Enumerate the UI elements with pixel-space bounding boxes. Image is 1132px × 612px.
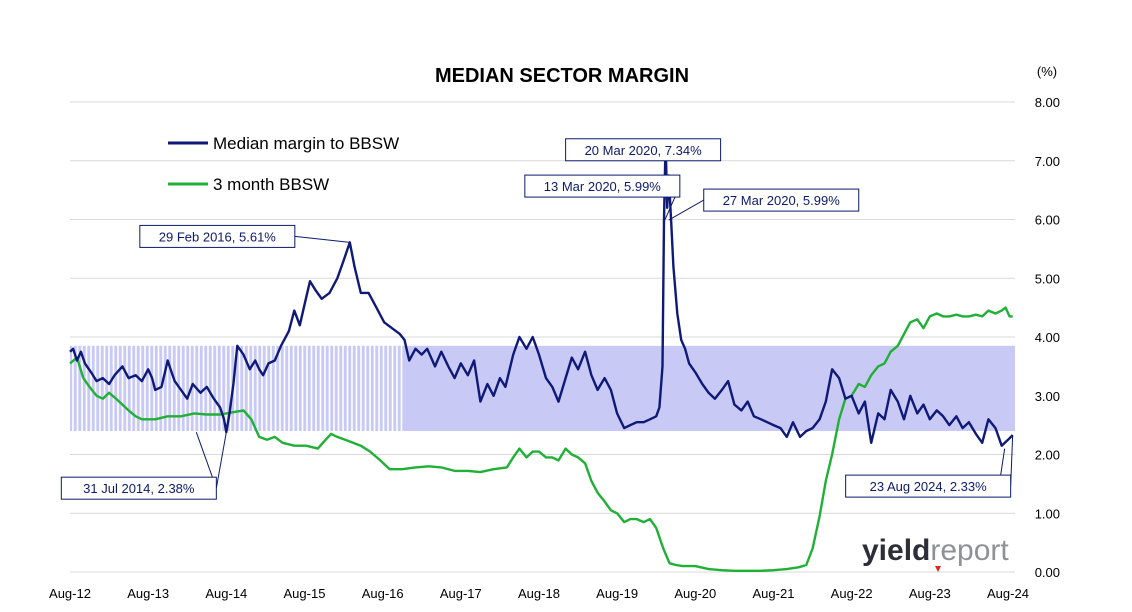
legend-label-margin: Median margin to BBSW [213,134,399,153]
x-axis-ticks: Aug-12 Aug-13 Aug-14 Aug-15 Aug-16 Aug-17 Aug-… [49,586,1029,601]
series-line [69,139,1014,447]
y-tick-label: 6.00 [1035,213,1060,228]
series-line [69,306,1013,572]
y-tick-label: 5.00 [1035,271,1060,286]
x-tick-label: Aug-21 [753,586,795,601]
x-tick-label: Aug-17 [440,586,482,601]
annotation-label: 31 Jul 2014, 2.38% [83,481,195,496]
y-axis-ticks: 0.00 1.00 2.00 3.00 4.00 5.00 6.00 7.00 8.00 [1035,95,1060,580]
range-band [70,345,1015,431]
logo-text: yieldreport [862,534,1009,567]
annotations: 20 Mar 2020, 7.34% 13 Mar 2020, 5.99% 27 M… [60,138,1014,500]
y-tick-label: 8.00 [1035,95,1060,110]
annotation-box [524,174,681,198]
annotation-label: 29 Feb 2016, 5.61% [159,229,277,244]
annotation-label: 23 Aug 2024, 2.33% [870,479,988,494]
annotation-box [139,224,296,248]
yieldreport-logo: yieldreport [862,534,1009,572]
x-tick-label: Aug-18 [518,586,560,601]
x-tick-label: Aug-14 [205,586,247,601]
x-tick-label: Aug-16 [362,586,404,601]
y-tick-label: 4.00 [1035,330,1060,345]
x-tick-label: Aug-12 [49,586,91,601]
annotation-box [565,138,722,162]
annotation-box [703,188,860,212]
y-tick-label: 1.00 [1035,506,1060,521]
annotation-box [60,476,217,500]
chart-title: MEDIAN SECTOR MARGIN [435,65,689,87]
legend: Median margin to BBSW 3 month BBSW [168,134,399,194]
legend-label-bbsw: 3 month BBSW [213,175,329,194]
x-tick-label: Aug-24 [987,586,1029,601]
x-tick-label: Aug-13 [127,586,169,601]
y-axis-unit: (%) [1037,64,1057,79]
annotation-leader [1000,448,1006,476]
x-tick-label: Aug-15 [284,586,326,601]
annotation-label: 13 Mar 2020, 5.99% [544,179,662,194]
annotation-box [845,474,1012,498]
annotation-leader [215,432,227,489]
y-tick-label: 7.00 [1035,154,1060,169]
x-tick-label: Aug-23 [909,586,951,601]
annotation-label: 20 Mar 2020, 7.34% [585,143,703,158]
logo-part-yield: yield [862,534,930,567]
logo-accent-mark [935,566,941,572]
series-lines [69,139,1014,572]
annotation-leader [668,199,704,221]
grid-lines [70,101,1015,573]
logo-part-report: report [930,534,1009,567]
band-area [70,345,1015,431]
y-tick-label: 0.00 [1035,565,1060,580]
x-tick-label: Aug-19 [596,586,638,601]
x-tick-label: Aug-22 [831,586,873,601]
annotation-label: 27 Mar 2020, 5.99% [723,193,841,208]
x-tick-label: Aug-20 [674,586,716,601]
y-tick-label: 2.00 [1035,448,1060,463]
y-tick-label: 3.00 [1035,389,1060,404]
annotation-leader [294,235,350,243]
